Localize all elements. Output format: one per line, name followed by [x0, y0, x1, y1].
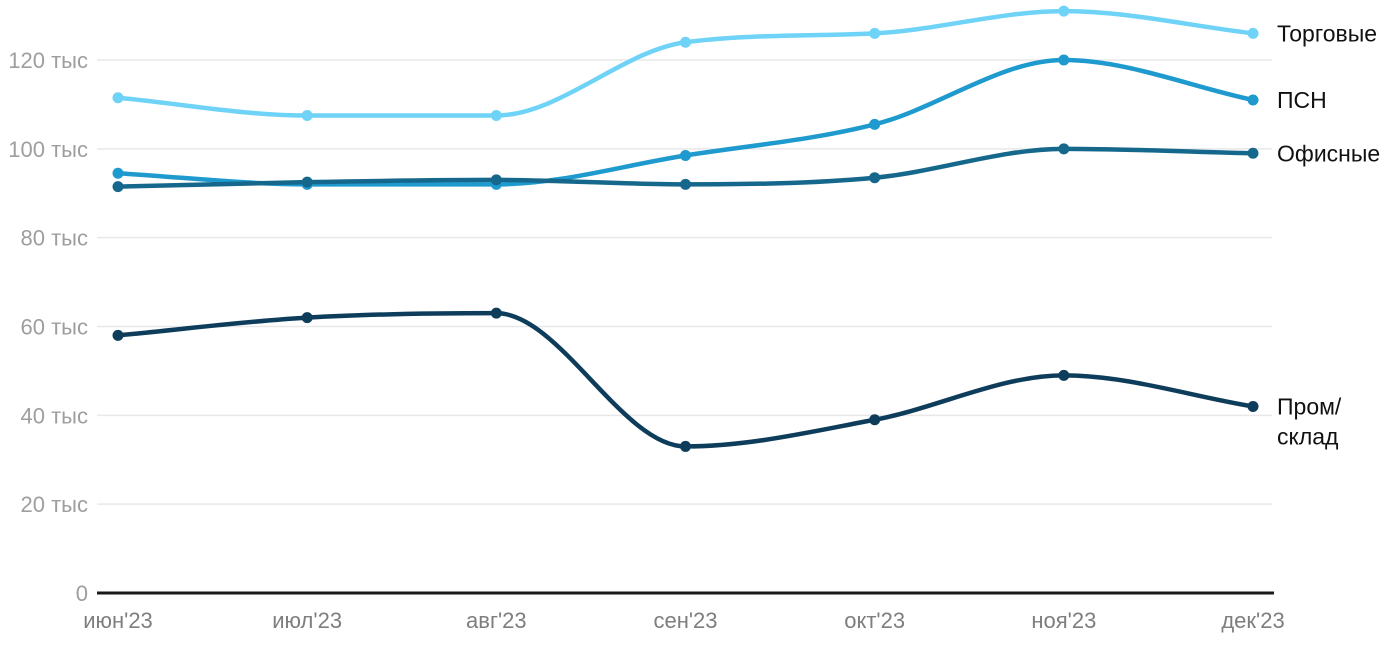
y-tick-label: 40 тыс [21, 403, 88, 428]
data-point [869, 118, 881, 130]
data-point [869, 414, 881, 426]
series-line-0 [115, 8, 1256, 118]
x-tick-label: сен'23 [653, 608, 717, 633]
data-point [112, 181, 124, 193]
data-point [1058, 5, 1070, 17]
data-point [1247, 94, 1259, 106]
data-point [1247, 27, 1259, 39]
data-point [869, 172, 881, 184]
data-point [490, 174, 502, 186]
series-end-label-3: Пром/склад [1277, 393, 1342, 449]
series-end-label-2: Офисные [1277, 140, 1380, 166]
data-point [112, 329, 124, 341]
data-point [680, 178, 691, 190]
series-end-label-0: Торговые [1277, 20, 1377, 46]
data-point [1058, 143, 1070, 155]
y-tick-label: 100 тыс [8, 137, 88, 162]
data-point [301, 110, 313, 122]
data-point [301, 176, 313, 188]
data-point [869, 27, 881, 39]
x-tick-label: ноя'23 [1031, 608, 1096, 633]
data-point [680, 440, 691, 452]
y-tick-label: 120 тыс [8, 48, 88, 73]
data-point [301, 312, 313, 324]
data-point [1247, 400, 1259, 412]
series-end-label-1: ПСН [1277, 87, 1327, 113]
data-point [490, 307, 502, 319]
x-tick-label: дек'23 [1221, 608, 1284, 633]
series-line-3 [115, 310, 1256, 449]
data-point [1058, 54, 1070, 66]
series-line-1 [115, 57, 1256, 187]
data-point [1247, 147, 1259, 159]
data-point [680, 36, 691, 48]
x-tick-label: июн'23 [83, 608, 153, 633]
y-tick-label: 0 [76, 581, 88, 606]
data-point [112, 167, 124, 179]
y-tick-label: 20 тыс [21, 492, 88, 517]
data-point [112, 92, 124, 104]
y-tick-label: 60 тыс [21, 314, 88, 339]
x-tick-label: июл'23 [272, 608, 342, 633]
y-tick-label: 80 тыс [21, 226, 88, 251]
data-point [490, 110, 502, 122]
data-point [680, 149, 691, 161]
x-tick-label: окт'23 [844, 608, 905, 633]
x-tick-label: авг'23 [466, 608, 527, 633]
data-point [1058, 369, 1070, 381]
